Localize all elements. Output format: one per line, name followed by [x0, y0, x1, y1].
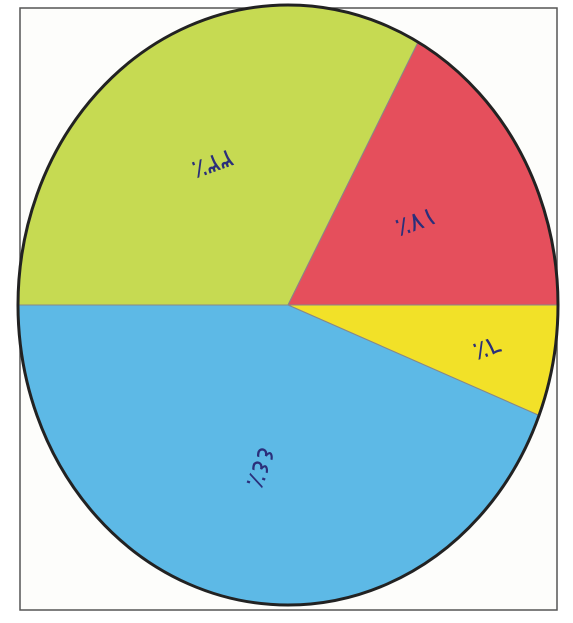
chart: ٣٣٪١٧٪٦٪٤٤٪ [0, 0, 573, 623]
